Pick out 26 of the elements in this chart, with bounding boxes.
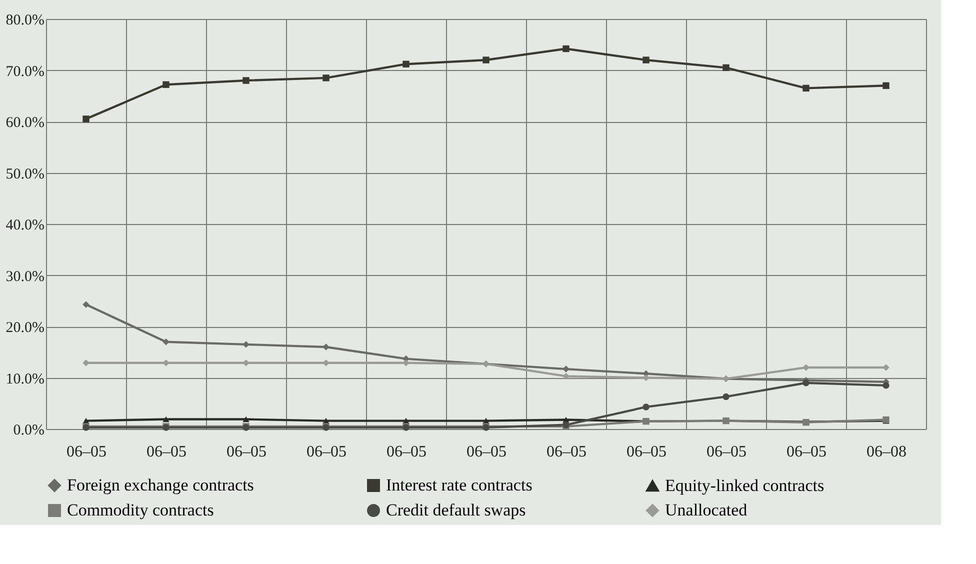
x-tick-label: 06–05 — [306, 444, 346, 460]
x-tick-label: 06–05 — [546, 444, 586, 460]
legend-label: Equity-linked contracts — [665, 476, 824, 495]
y-tick-label: 40.0% — [6, 218, 44, 234]
x-tick-label: 06–05 — [66, 444, 106, 460]
legend-label: Foreign exchange contracts — [67, 476, 254, 495]
y-tick-label: 70.0% — [6, 64, 44, 80]
y-tick-label: 60.0% — [6, 115, 44, 131]
y-tick-label: 80.0% — [6, 12, 44, 28]
y-tick-label: 10.0% — [6, 371, 44, 388]
x-tick-label: 06–05 — [466, 444, 506, 460]
x-tick-label: 06–05 — [226, 444, 266, 460]
x-tick-label: 06–05 — [146, 444, 186, 460]
x-tick-label: 06–05 — [386, 444, 426, 460]
legend-label: Unallocated — [665, 500, 748, 520]
legend-label: Commodity contracts — [67, 500, 214, 520]
y-tick-label: 30.0% — [6, 268, 44, 285]
y-tick-label: 20.0% — [6, 320, 44, 336]
x-tick-label: 06–05 — [786, 444, 826, 460]
y-tick-label: 50.0% — [6, 166, 44, 182]
x-tick-label: 06–05 — [706, 444, 746, 460]
x-tick-label: 06–08 — [866, 444, 906, 460]
legend-label: Credit default swaps — [386, 500, 526, 520]
legend-label: Interest rate contracts — [386, 476, 532, 495]
y-tick-label: 0.0% — [13, 422, 44, 438]
x-tick-label: 06–05 — [626, 444, 666, 460]
